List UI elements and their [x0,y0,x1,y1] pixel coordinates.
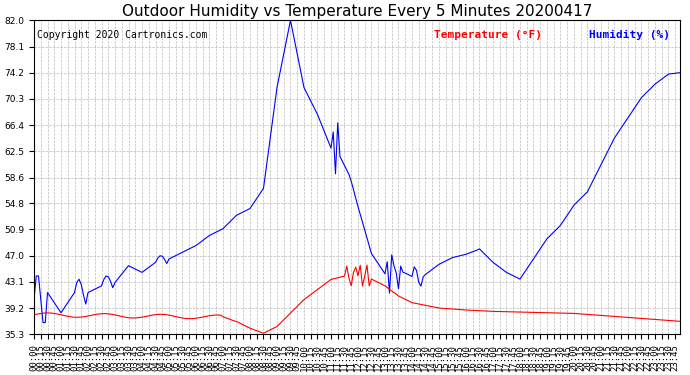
Text: Humidity (%): Humidity (%) [589,30,670,40]
Text: Temperature (°F): Temperature (°F) [434,30,542,40]
Text: Copyright 2020 Cartronics.com: Copyright 2020 Cartronics.com [37,30,208,40]
Title: Outdoor Humidity vs Temperature Every 5 Minutes 20200417: Outdoor Humidity vs Temperature Every 5 … [121,4,592,19]
